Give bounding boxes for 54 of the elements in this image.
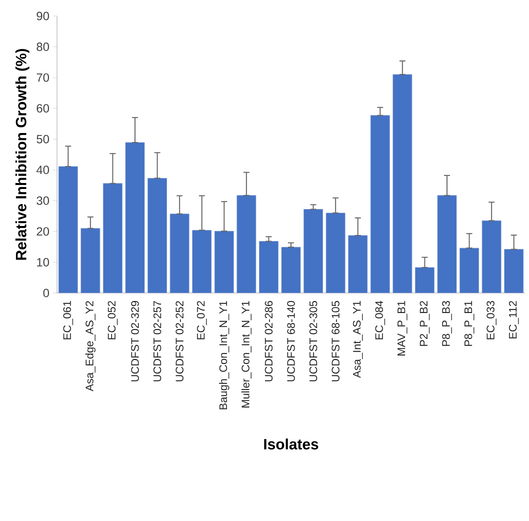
bar <box>148 178 167 293</box>
bar <box>482 220 502 293</box>
bar <box>103 183 122 293</box>
bar <box>58 166 78 293</box>
bar <box>437 195 457 293</box>
y-axis-title: Relative Inhibition Growth (%) <box>15 48 30 260</box>
bar <box>170 214 190 293</box>
bar <box>281 246 301 293</box>
bar <box>370 115 390 293</box>
bar <box>236 195 256 293</box>
x-tick-label: UCDFST 02-257 <box>153 301 162 382</box>
y-tick-label: 40 <box>36 166 50 174</box>
y-tick-label: 30 <box>36 196 50 205</box>
bar <box>326 212 346 293</box>
x-tick-label: Asa_Int_AS_Y1 <box>352 301 363 378</box>
x-tick-label: MAV_P_B1 <box>398 301 408 356</box>
y-tick-label: 60 <box>36 104 50 113</box>
x-tick-label: UCDFST 68-105 <box>332 301 340 382</box>
x-tick-label: P8_P_B1 <box>464 301 474 346</box>
y-tick-label: 90 <box>36 12 50 20</box>
bar <box>415 267 434 293</box>
x-tick-label: UCDFST 68-140 <box>287 300 295 382</box>
bar <box>392 74 412 293</box>
y-tick-label: 50 <box>36 134 50 144</box>
bar <box>460 248 479 293</box>
x-tick-label: EC_072 <box>196 301 207 340</box>
bar <box>125 142 145 293</box>
x-tick-label: UCDFST 02-286 <box>264 301 273 382</box>
x-tick-label: UCDFST 02-252 <box>176 301 184 382</box>
x-tick-label: Muller_Con_Int_N_Y1 <box>241 301 252 408</box>
bar <box>214 230 234 293</box>
x-tick-label: UCDFST 02-329 <box>131 301 139 382</box>
y-tick-label: 70 <box>36 73 50 82</box>
bar <box>192 230 212 293</box>
x-tick-label: EC_033 <box>486 301 496 340</box>
bar <box>304 209 323 293</box>
x-tick-label: Baugh_Con_Int_N_Y1 <box>219 301 230 410</box>
x-tick-label: UCDFST 02-305 <box>309 301 318 382</box>
bar <box>259 241 278 293</box>
x-tick-label: EC_061 <box>63 301 74 340</box>
x-tick-label: Asa_Edge_AS_Y2 <box>85 301 96 392</box>
bar <box>80 228 100 293</box>
y-tick-label: 10 <box>37 258 50 266</box>
y-tick-label: 0 <box>43 288 50 298</box>
x-tick-label: P2_P_B2 <box>420 301 430 346</box>
bar <box>504 249 524 293</box>
bar <box>348 235 368 293</box>
y-tick-label: 20 <box>36 227 50 236</box>
x-tick-label: P8_P_B3 <box>442 301 452 346</box>
x-tick-label: EC_084 <box>375 300 386 340</box>
x-tick-label: EC_112 <box>508 301 519 338</box>
x-axis-title: Isolates <box>264 438 318 450</box>
y-tick-label: 80 <box>36 42 50 51</box>
x-tick-label: EC_052 <box>108 301 118 340</box>
